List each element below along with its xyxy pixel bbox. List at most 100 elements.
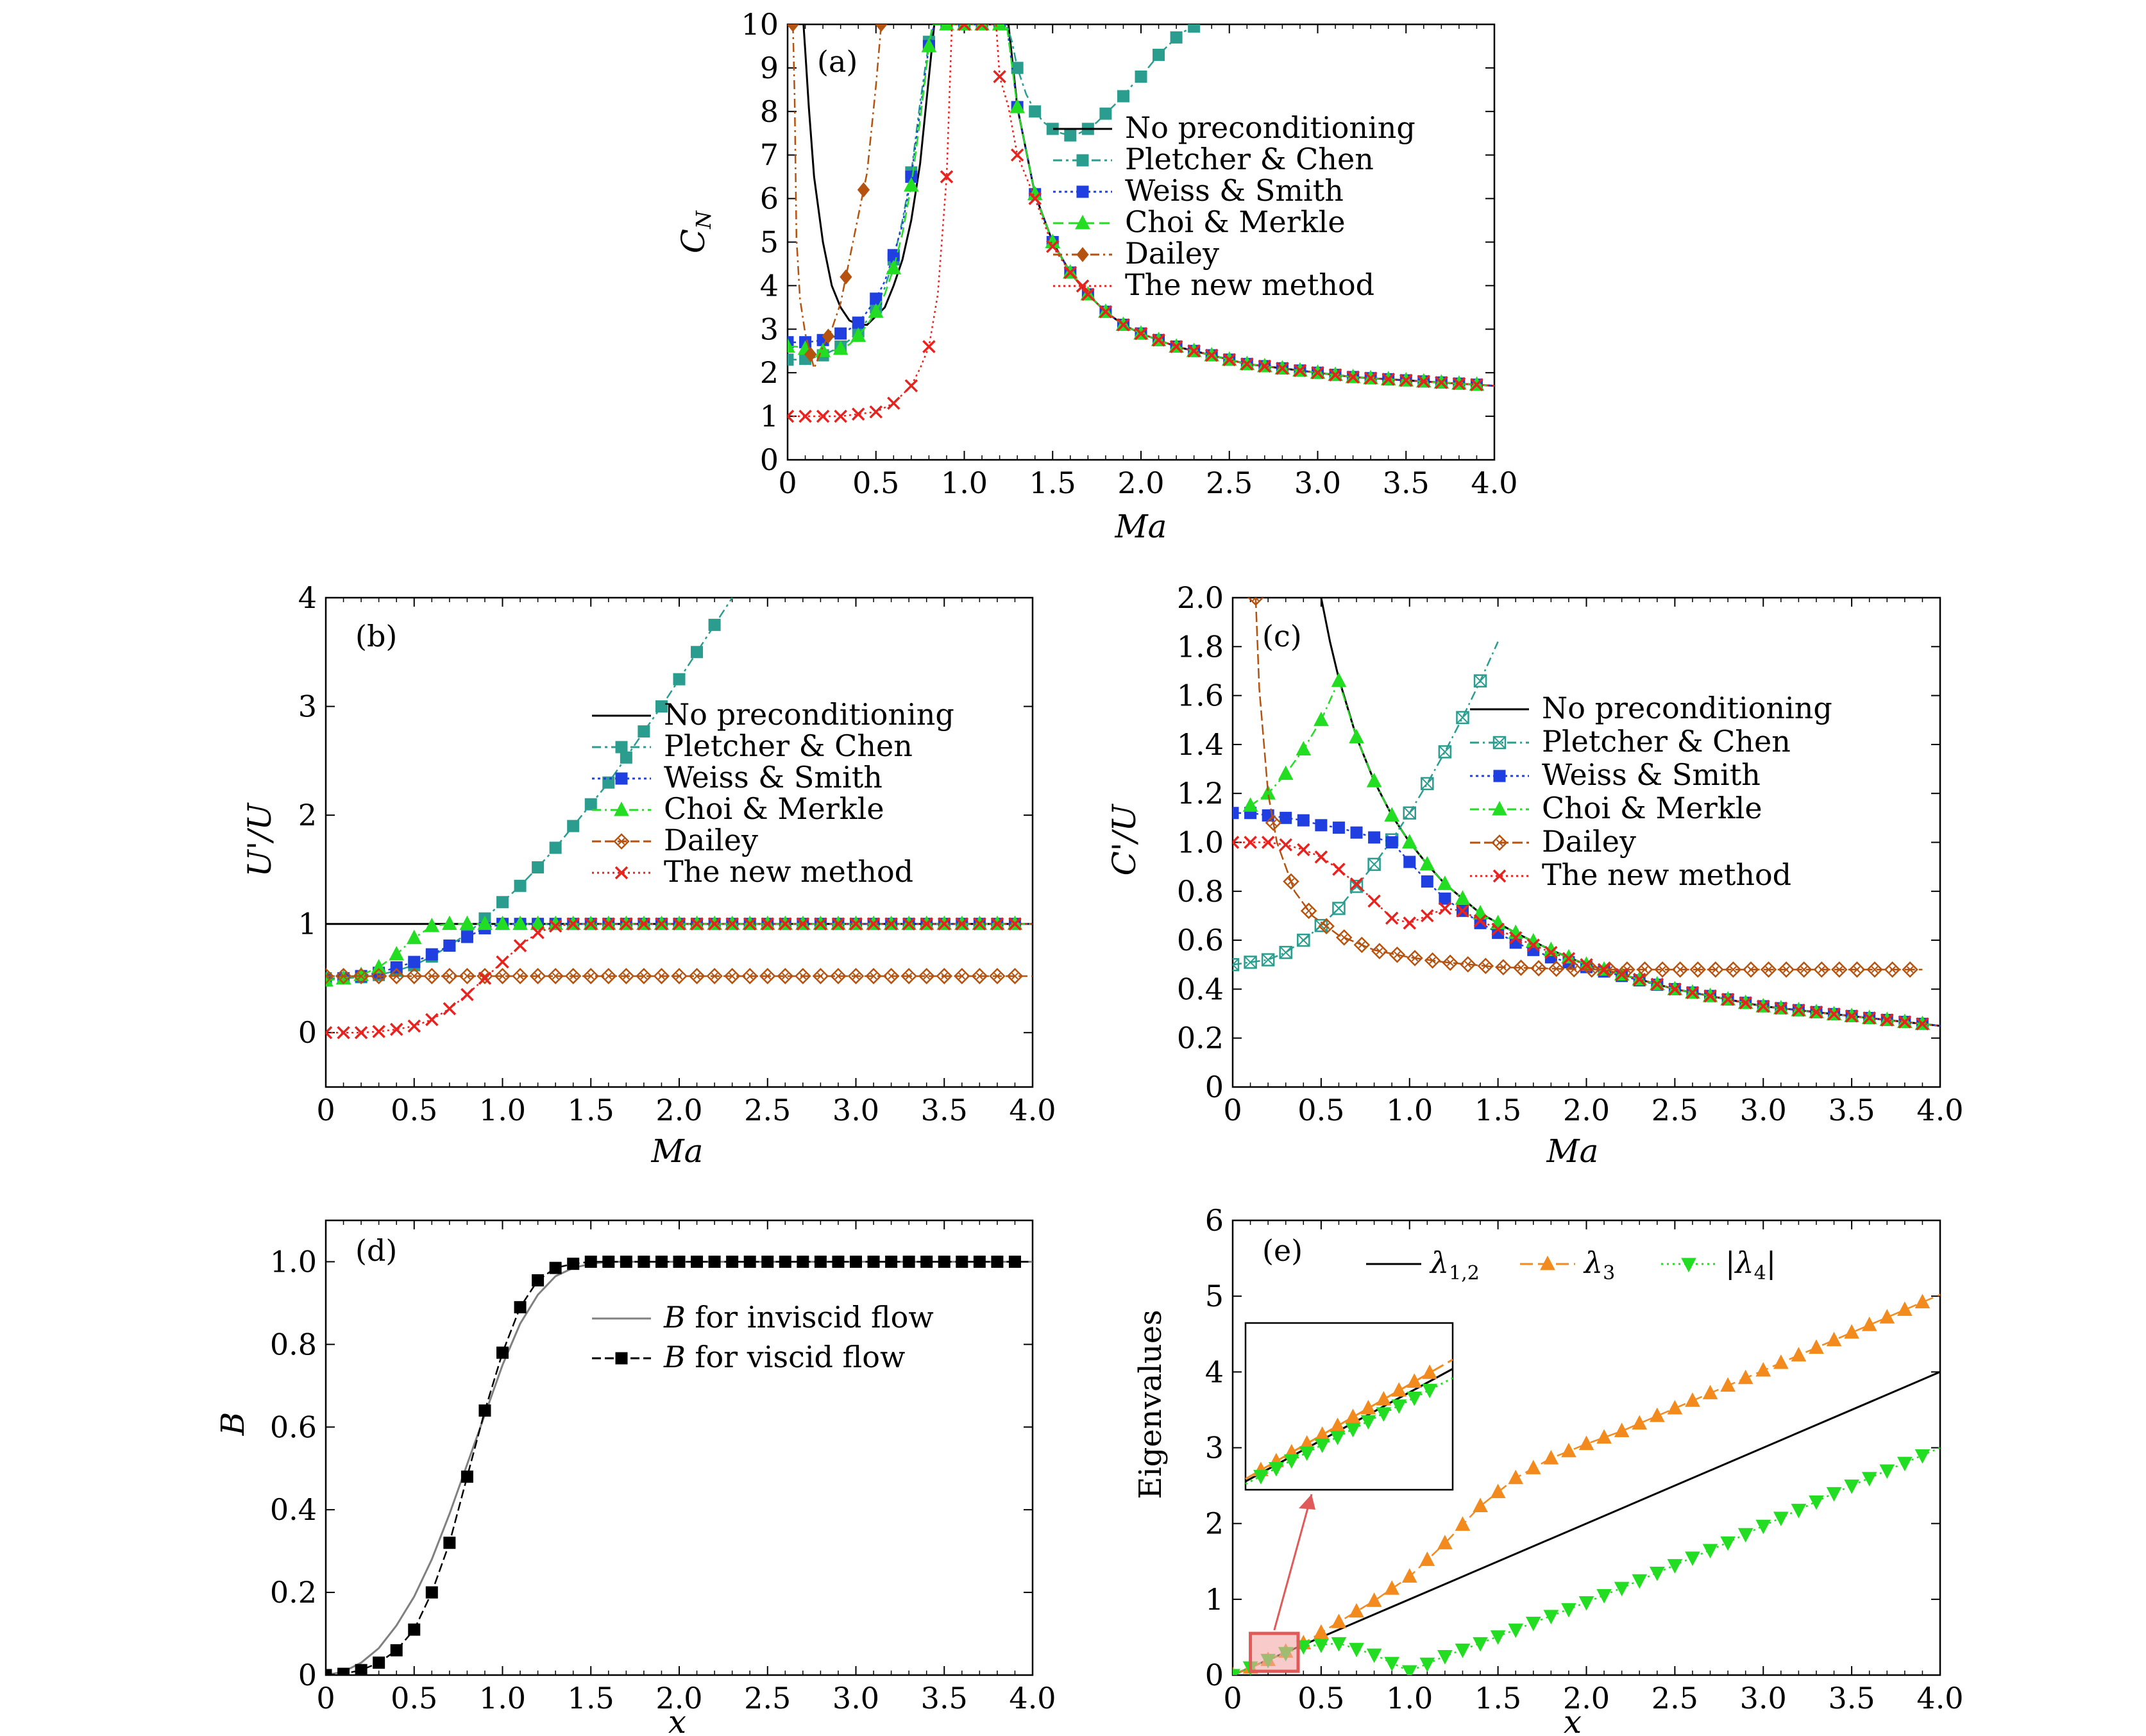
data-point-b-5 (407, 1019, 421, 1033)
data-point-b-3 (442, 915, 457, 931)
data-point-c-3 (1419, 855, 1435, 871)
data-point-e-2 (1490, 1630, 1506, 1645)
data-point-c-4 (1707, 961, 1724, 978)
panel-c-xtick-label: 2.5 (1652, 1093, 1698, 1127)
data-point-e-1 (1897, 1301, 1913, 1316)
panel-a: (a) Ma CN 0 0.5 1.0 1.5 2.0 2.5 3.0 3.5 4.0 0 1 2 3 4… (675, 7, 1518, 545)
data-point-e-1 (1649, 1407, 1665, 1422)
data-point-e-1 (1490, 1483, 1506, 1499)
data-point-a-1 (1029, 105, 1042, 118)
data-point-e-2 (1525, 1616, 1541, 1631)
panel-c-label: (c) (1262, 619, 1302, 653)
series-line-b-3 (326, 923, 1033, 982)
data-point-b-4 (918, 968, 935, 984)
panel-c-ytick-label: 1.0 (1177, 825, 1224, 860)
data-point-c-4 (1459, 956, 1476, 973)
data-point-d-1 (514, 1301, 527, 1313)
data-point-d-1 (638, 1255, 650, 1268)
data-point-c-3 (1455, 890, 1471, 905)
panel-b-xtick-label: 0.5 (391, 1093, 437, 1127)
data-point-d-1 (814, 1255, 827, 1268)
panel-a-xtick-label: 4.0 (1471, 466, 1517, 500)
data-point-e-2 (1331, 1637, 1347, 1652)
data-point-e-2 (1401, 1665, 1417, 1675)
data-point-b-4 (989, 968, 1006, 984)
data-point-d-1 (1008, 1255, 1021, 1268)
inset-point-1 (1407, 1373, 1423, 1388)
panel-c: (c) Ma C'/U 0 0.5 1.0 1.5 2.0 2.5 3.0 3.5 4.0 0 0.… (1106, 580, 1964, 1170)
data-point-d-1 (478, 1404, 491, 1417)
data-point-e-1 (1826, 1331, 1842, 1347)
data-point-a-5 (940, 170, 954, 183)
inset-point-2 (1345, 1422, 1361, 1438)
zoom-region-box (1249, 1631, 1300, 1673)
data-point-b-4 (759, 968, 776, 984)
data-point-b-4 (777, 968, 794, 984)
legend-label-c-3: Choi & Merkle (1542, 791, 1762, 825)
data-point-c-1 (1403, 806, 1416, 820)
panel-e-xlabel: x (1564, 1703, 1582, 1736)
data-point-d-1 (973, 1255, 986, 1268)
inset-point-2 (1299, 1446, 1315, 1462)
legend-marker-e-2 (1681, 1258, 1696, 1273)
data-point-b-4 (600, 968, 617, 984)
data-point-b-1 (584, 798, 597, 811)
data-point-c-2 (1233, 807, 1239, 820)
series-line-c-1 (1233, 641, 1499, 966)
series-line-e-0 (1233, 1370, 1940, 1675)
data-point-c-2 (1332, 822, 1345, 834)
panel-b-ytick-label: 1 (298, 907, 317, 941)
legend-label-a-4: Dailey (1125, 236, 1219, 271)
legend-label-b-1: Pletcher & Chen (664, 729, 913, 763)
data-point-c-1 (1332, 902, 1346, 915)
legend-label-b-2: Weiss & Smith (664, 760, 883, 795)
data-point-c-4 (1548, 960, 1565, 977)
data-point-c-5 (1314, 850, 1328, 864)
panel-b-xtick-label: 4.0 (1009, 1093, 1056, 1127)
panel-a-xtick-label: 2.0 (1117, 466, 1164, 500)
data-point-d-1 (373, 1656, 385, 1669)
data-point-a-1 (788, 353, 794, 366)
legend-marker-d-1 (615, 1352, 628, 1365)
data-point-c-4 (1512, 959, 1530, 976)
data-point-b-5 (672, 917, 686, 931)
data-point-a-1 (1117, 90, 1129, 103)
data-point-b-3 (530, 915, 546, 931)
panel-c-ytick-label: 0.6 (1177, 923, 1224, 957)
data-point-e-1 (1755, 1361, 1771, 1377)
series-line-e-2 (1233, 1447, 1940, 1675)
panel-a-ytick-label: 10 (741, 7, 779, 42)
series-line-b-5 (326, 923, 1033, 1034)
panel-a-xtick-label: 3.5 (1383, 466, 1430, 500)
data-point-c-2 (1421, 875, 1433, 888)
panel-b-xtick-label: 1.0 (479, 1093, 526, 1127)
panel-b-xlabel: Ma (650, 1133, 703, 1170)
panel-c-xtick-label: 4.0 (1916, 1093, 1963, 1127)
panel-d-ytick-label: 0 (298, 1658, 317, 1692)
data-point-a-5 (1028, 192, 1042, 205)
data-point-c-5 (1863, 1011, 1876, 1025)
data-point-b-4 (706, 968, 723, 984)
data-point-b-5 (814, 917, 827, 931)
data-point-a-4 (857, 182, 870, 198)
panel-e-ytick-label: 1 (1205, 1582, 1224, 1617)
data-point-a-5 (1417, 375, 1431, 389)
data-point-c-5 (1898, 1015, 1912, 1029)
data-point-c-4 (1636, 961, 1653, 978)
panel-d-xtick-label: 3.5 (921, 1681, 968, 1715)
panel-a-label: (a) (817, 44, 858, 79)
data-point-e-1 (1614, 1422, 1630, 1437)
panel-c-ytick-label: 2.0 (1177, 580, 1224, 615)
data-point-c-5 (1668, 982, 1682, 996)
data-point-e-2 (1508, 1623, 1524, 1639)
data-point-b-4 (326, 968, 334, 984)
data-point-e-1 (1844, 1324, 1859, 1339)
panel-e-xtick-label: 1.0 (1386, 1681, 1433, 1715)
data-point-b-5 (548, 919, 562, 933)
data-point-c-5 (1403, 916, 1416, 930)
data-point-b-4 (688, 968, 705, 984)
data-point-a-3 (886, 260, 902, 274)
data-point-c-4 (1353, 936, 1371, 954)
data-point-a-5 (1187, 344, 1201, 358)
data-point-c-3 (1331, 672, 1347, 687)
